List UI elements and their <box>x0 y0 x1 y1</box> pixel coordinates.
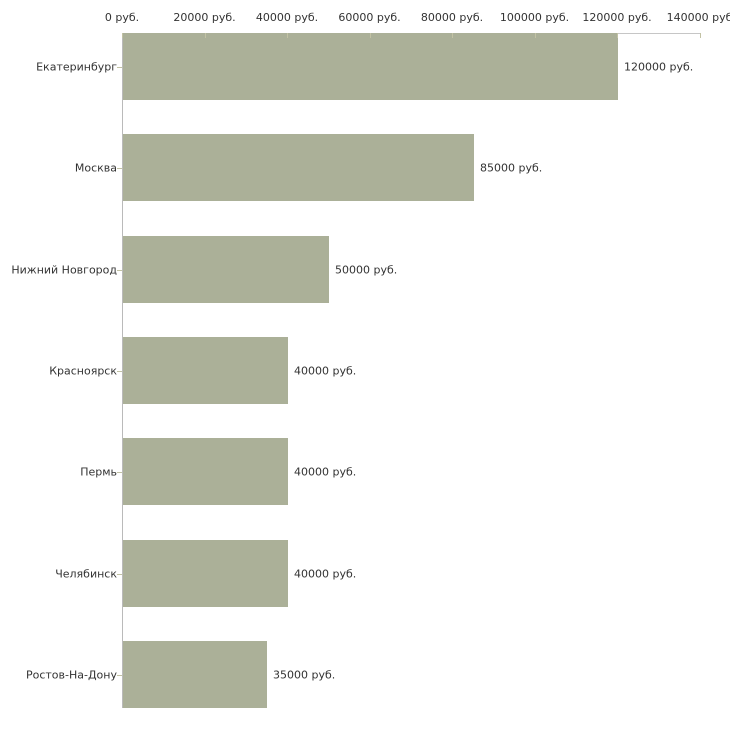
x-axis-tick <box>617 33 618 38</box>
chart-bar <box>123 134 474 201</box>
x-axis-tick <box>700 33 701 38</box>
x-axis-tick-label: 120000 руб. <box>582 11 652 24</box>
category-label: Ростов-На-Дону <box>25 668 117 681</box>
chart-bar <box>123 641 267 708</box>
value-label: 40000 руб. <box>294 567 357 580</box>
category-label: Красноярск <box>49 364 117 377</box>
y-axis-tick <box>117 574 122 575</box>
x-axis-tick <box>122 33 123 38</box>
x-axis-tick-label: 140000 руб <box>666 11 730 24</box>
category-label: Екатеринбург <box>36 60 117 73</box>
value-label: 50000 руб. <box>335 263 398 276</box>
value-label: 85000 руб. <box>480 161 543 174</box>
y-axis-line <box>122 33 123 708</box>
x-axis-tick <box>452 33 453 38</box>
y-axis-tick <box>117 675 122 676</box>
category-label: Нижний Новгород <box>11 263 117 276</box>
x-axis-tick-label: 100000 руб. <box>499 11 570 24</box>
y-axis-tick <box>117 270 122 271</box>
chart-bar <box>123 540 288 607</box>
y-axis-tick <box>117 472 122 473</box>
y-axis-tick <box>117 168 122 169</box>
y-axis-tick <box>117 371 122 372</box>
category-label: Москва <box>74 161 117 174</box>
chart-bar <box>123 236 329 303</box>
x-axis-tick <box>535 33 536 38</box>
x-axis-tick-label: 60000 руб. <box>338 11 401 24</box>
chart-bar <box>123 33 618 100</box>
x-axis-tick-label: 0 руб. <box>104 11 140 24</box>
category-label: Пермь <box>80 465 117 478</box>
value-label: 35000 руб. <box>273 668 336 681</box>
chart-bar <box>123 337 288 404</box>
value-label: 40000 руб. <box>294 465 357 478</box>
category-label: Челябинск <box>55 567 117 580</box>
x-axis-tick-label: 40000 руб. <box>255 11 319 24</box>
value-label: 40000 руб. <box>294 364 357 377</box>
x-axis-tick-label: 20000 руб. <box>173 11 236 24</box>
x-axis-tick <box>370 33 371 38</box>
chart-bar <box>123 438 288 505</box>
y-axis-tick <box>117 67 122 68</box>
x-axis-tick <box>287 33 288 38</box>
value-label: 120000 руб. <box>624 60 694 73</box>
x-axis-tick <box>205 33 206 38</box>
x-axis-tick-label: 80000 руб. <box>420 11 484 24</box>
